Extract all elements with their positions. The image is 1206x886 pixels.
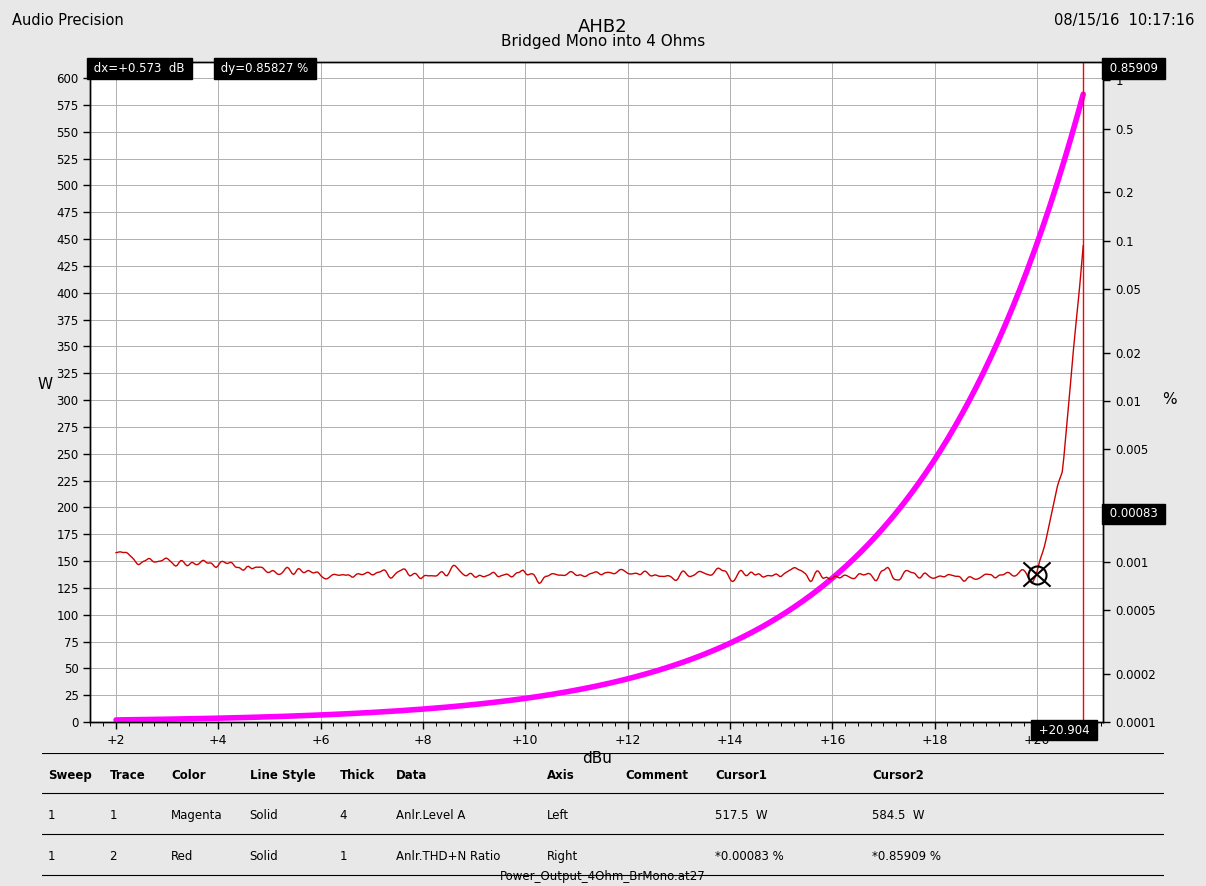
Text: 2: 2 — [110, 850, 117, 863]
Text: 0.00083: 0.00083 — [1106, 508, 1161, 520]
Text: Color: Color — [171, 769, 206, 782]
Text: 1: 1 — [48, 850, 55, 863]
Text: Magenta: Magenta — [171, 809, 223, 821]
Text: Cursor2: Cursor2 — [872, 769, 924, 782]
Text: Anlr.Level A: Anlr.Level A — [396, 809, 464, 821]
Text: *0.85909 %: *0.85909 % — [872, 850, 941, 863]
Text: Solid: Solid — [250, 809, 279, 821]
Text: *0.00083 %: *0.00083 % — [715, 850, 784, 863]
Text: Cursor1: Cursor1 — [715, 769, 767, 782]
Text: Axis: Axis — [548, 769, 575, 782]
Text: dy=0.85827 %: dy=0.85827 % — [217, 62, 312, 75]
Y-axis label: W: W — [37, 377, 53, 392]
Text: Right: Right — [548, 850, 578, 863]
Text: 4: 4 — [339, 809, 347, 821]
Text: 1: 1 — [339, 850, 347, 863]
Text: Line Style: Line Style — [250, 769, 316, 782]
Text: Bridged Mono into 4 Ohms: Bridged Mono into 4 Ohms — [500, 34, 706, 49]
Text: Red: Red — [171, 850, 194, 863]
Text: Trace: Trace — [110, 769, 145, 782]
Text: Left: Left — [548, 809, 569, 821]
Text: Anlr.THD+N Ratio: Anlr.THD+N Ratio — [396, 850, 499, 863]
Text: 1: 1 — [110, 809, 117, 821]
Text: Power_Output_4Ohm_BrMono.at27: Power_Output_4Ohm_BrMono.at27 — [500, 870, 706, 883]
X-axis label: dBu: dBu — [582, 751, 611, 766]
Text: 1: 1 — [48, 809, 55, 821]
Text: AHB2: AHB2 — [578, 18, 628, 35]
Text: 584.5  W: 584.5 W — [872, 809, 925, 821]
Text: Audio Precision: Audio Precision — [12, 13, 124, 28]
Text: Data: Data — [396, 769, 427, 782]
Text: 08/15/16  10:17:16: 08/15/16 10:17:16 — [1054, 13, 1194, 28]
Text: Solid: Solid — [250, 850, 279, 863]
Text: Thick: Thick — [339, 769, 375, 782]
Text: Sweep: Sweep — [48, 769, 92, 782]
Y-axis label: %: % — [1163, 392, 1177, 407]
Text: 0.85909: 0.85909 — [1106, 62, 1161, 75]
Text: Comment: Comment — [626, 769, 689, 782]
Text: dx=+0.573  dB: dx=+0.573 dB — [90, 62, 188, 75]
Text: +20.904: +20.904 — [1035, 724, 1093, 737]
Text: 517.5  W: 517.5 W — [715, 809, 768, 821]
